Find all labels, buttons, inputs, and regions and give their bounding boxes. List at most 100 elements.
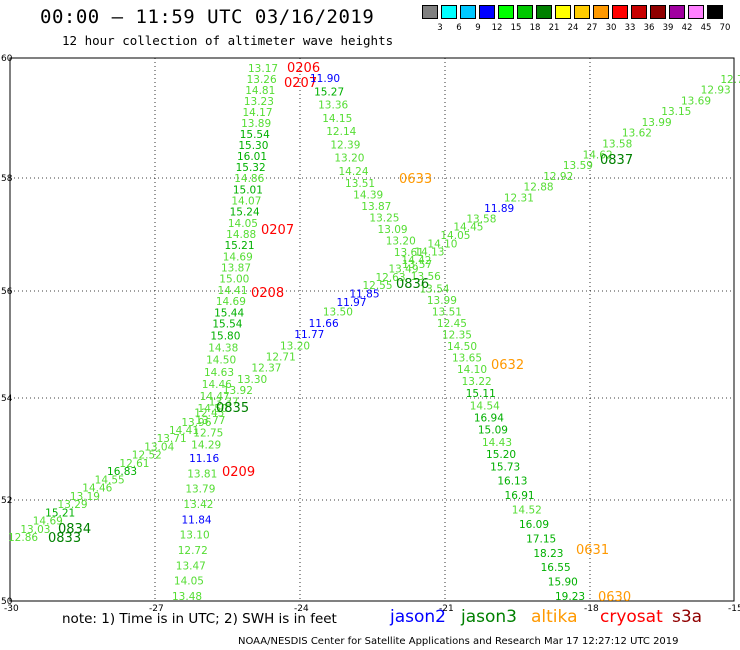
colorbar-label: 24 <box>567 23 579 33</box>
jason3-swh: 12.45 <box>194 408 224 420</box>
jason3-swh: 13.49 <box>388 263 418 275</box>
jason3-swh: 11.77 <box>294 329 324 341</box>
jason3-swh: 14.45 <box>453 222 483 234</box>
altika-swh: 16.91 <box>505 490 535 502</box>
jason3-time: 0837 <box>600 153 633 168</box>
cryosat-swh: 15.54 <box>240 129 270 141</box>
colorbar-label: 21 <box>548 23 560 33</box>
altika-swh: 13.57 <box>402 259 432 271</box>
colorbar-label: 39 <box>662 23 674 33</box>
altika-swh: 12.45 <box>437 318 467 330</box>
jason3-swh: 12.55 <box>362 280 392 292</box>
colorbar-swatch <box>441 5 457 19</box>
cryosat-time: 0208 <box>251 286 284 301</box>
altika-swh: 14.24 <box>338 166 368 178</box>
cryosat-swh: 13.87 <box>221 263 251 275</box>
jason3-swh: 12.37 <box>251 363 281 375</box>
altika-swh: 16.09 <box>519 519 549 531</box>
cryosat-swh: 15.32 <box>236 162 266 174</box>
cryosat-swh: 13.89 <box>241 118 271 130</box>
altika-swh: 15.09 <box>478 425 508 437</box>
jason3-swh: 14.05 <box>440 230 470 242</box>
cryosat-swh: 14.07 <box>231 195 261 207</box>
legend-s3a: s3a <box>672 607 703 627</box>
colorbar-label: 15 <box>510 23 522 33</box>
altika-swh: 13.54 <box>420 283 450 295</box>
colorbar-label: 36 <box>643 23 655 33</box>
cryosat-swh: 14.38 <box>208 343 238 355</box>
cryosat-swh: 14.69 <box>216 296 246 308</box>
altika-time: 0630 <box>598 590 631 605</box>
jason3-swh: 13.50 <box>323 307 353 319</box>
legend-jason2: jason2 <box>390 607 446 627</box>
jason3-swh: 12.52 <box>132 450 162 462</box>
altika-swh: 13.61 <box>394 247 424 259</box>
jason3-swh: 12.61 <box>119 458 149 470</box>
jason3-swh: 13.59 <box>563 160 593 172</box>
altika-swh: 13.51 <box>432 307 462 319</box>
cryosat-swh: 13.10 <box>180 530 210 542</box>
jason3-swh: 14.42 <box>401 255 431 267</box>
x-tick-label: -15 <box>728 604 740 614</box>
cryosat-swh: 15.30 <box>238 140 268 152</box>
jason3-swh: 13.03 <box>20 524 50 536</box>
altika-swh: 19.23 <box>555 591 585 603</box>
colorbar-label: 9 <box>475 23 481 33</box>
cryosat-swh: 13.48 <box>172 591 202 603</box>
altika-swh: 14.10 <box>457 364 487 376</box>
cryosat-swh: 13.42 <box>183 499 213 511</box>
map-grid <box>9 57 735 602</box>
jason3-swh: 16.83 <box>107 466 137 478</box>
jason3-swh: 13.20 <box>280 340 310 352</box>
cryosat-time: 0207 <box>261 223 294 238</box>
altika-swh: 15.90 <box>548 577 578 589</box>
altika-swh: 13.20 <box>386 236 416 248</box>
colorbar-swatch <box>574 5 590 19</box>
legend-altika: altika <box>531 607 578 627</box>
altika-swh: 14.52 <box>512 505 542 517</box>
cryosat-swh: 14.81 <box>245 85 275 97</box>
jason3-time: 0834 <box>58 522 91 537</box>
x-tick-label: -27 <box>149 604 164 614</box>
cryosat-swh: 13.26 <box>247 74 277 86</box>
altika-time: 0632 <box>491 358 524 373</box>
altika-time: 0633 <box>399 172 432 187</box>
colorbar-label: 12 <box>491 23 503 33</box>
jason3-swh: 14.13 <box>414 247 444 259</box>
jason3-time: 0836 <box>396 277 429 292</box>
y-tick-label: 60 <box>1 54 13 64</box>
jason3-swh: 11.85 <box>349 288 379 300</box>
jason3-swh: 13.37 <box>209 396 239 408</box>
cryosat-swh: 14.41 <box>218 285 248 297</box>
jason3-swh: 12.31 <box>504 192 534 204</box>
altika-swh: 15.73 <box>490 461 520 473</box>
colorbar-label: 3 <box>437 23 443 33</box>
altika-swh: 13.09 <box>378 224 408 236</box>
colorbar-swatch <box>498 5 514 19</box>
jason3-swh: 12.63 <box>375 272 405 284</box>
jason3-swh: 12.88 <box>524 182 554 194</box>
colorbar-label: 6 <box>456 23 462 33</box>
colorbar-swatch <box>669 5 685 19</box>
altika-swh: 12.35 <box>442 330 472 342</box>
altika-swh: 14.15 <box>322 113 352 125</box>
altika-swh: 15.11 <box>466 388 496 400</box>
cryosat-swh: 14.17 <box>242 107 272 119</box>
jason3-swh: 13.92 <box>223 385 253 397</box>
cryosat-swh: 15.44 <box>214 307 244 319</box>
altika-swh: 13.65 <box>452 353 482 365</box>
cryosat-swh: 15.01 <box>233 184 263 196</box>
cryosat-swh: 15.21 <box>224 240 254 252</box>
colorbar-swatch <box>479 5 495 19</box>
jason3-swh: 13.71 <box>157 433 187 445</box>
altika-swh: 13.25 <box>369 213 399 225</box>
altika-swh: 13.36 <box>318 100 348 112</box>
x-tick-label: -21 <box>439 604 454 614</box>
altika-swh: 11.90 <box>310 73 340 85</box>
jason3-swh: 13.04 <box>144 441 174 453</box>
jason3-swh: 12.86 <box>8 532 38 544</box>
colorbar-swatch <box>422 5 438 19</box>
satellite-tracks: 13.1713.2614.8113.2314.1713.8915.5415.30… <box>8 61 740 605</box>
altika-swh: 13.20 <box>334 153 364 165</box>
map-frame <box>9 57 735 602</box>
